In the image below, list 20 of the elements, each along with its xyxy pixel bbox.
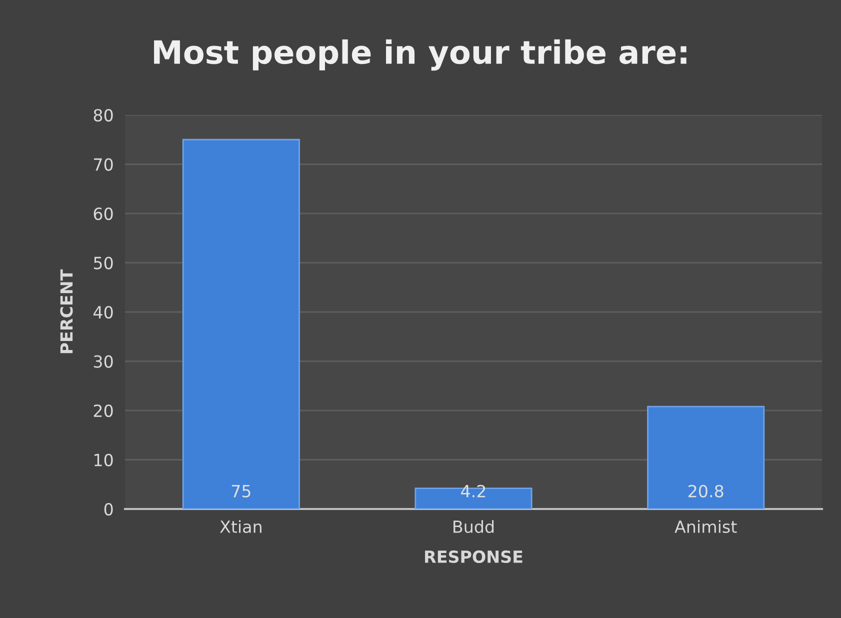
x-tick-label: Animist — [674, 520, 737, 534]
y-tick-label: 50 — [94, 256, 113, 270]
x-tick-label: Budd — [454, 520, 494, 534]
y-tick-label: 80 — [94, 108, 113, 122]
y-tick-label: 10 — [94, 454, 113, 466]
y-tick-label: 60 — [94, 207, 113, 220]
data-label: 75 — [232, 485, 250, 498]
bar — [647, 406, 765, 509]
x-axis-title: RESPONSE — [425, 550, 522, 564]
x-tick-label: Xtian — [220, 520, 262, 534]
y-tick-label: 30 — [94, 355, 113, 368]
y-tick-label: 40 — [93, 306, 113, 319]
data-label: 4.2 — [461, 484, 486, 498]
data-label: 20.8 — [688, 484, 724, 498]
bar — [182, 138, 300, 509]
y-tick-label: 70 — [94, 158, 113, 171]
y-axis-title: PERCENT — [60, 269, 73, 354]
y-tick-label: 0 — [104, 502, 113, 516]
y-tick-label: 20 — [94, 404, 113, 418]
chart-title: Most people in your tribe are: — [154, 39, 686, 71]
